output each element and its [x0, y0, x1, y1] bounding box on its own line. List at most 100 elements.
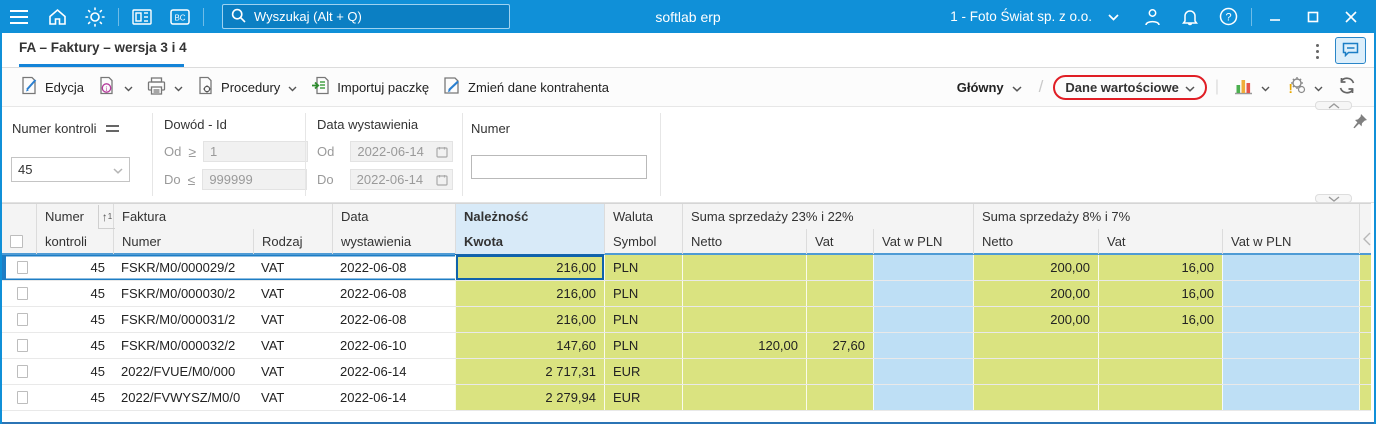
cell-date[interactable]: 2022-06-08 — [340, 312, 407, 327]
column-header-vatpln23[interactable]: Vat w PLN — [873, 229, 973, 254]
menu-icon[interactable] — [0, 0, 38, 33]
table-row[interactable]: 45 FSKR/M0/000032/2 VAT 2022-06-10 147,6… — [2, 333, 1371, 359]
cell-control[interactable]: 45 — [90, 312, 105, 327]
cell-vat8[interactable]: 16,00 — [1098, 307, 1222, 332]
column-header-date-line2[interactable]: wystawienia — [332, 229, 455, 254]
column-header-kind[interactable]: Rodzaj — [253, 229, 332, 254]
cell-vatpln23[interactable] — [873, 333, 973, 358]
table-row[interactable]: 45 2022/FVUE/M0/000 VAT 2022-06-14 2 717… — [2, 359, 1371, 385]
cell-netto23[interactable] — [682, 359, 806, 384]
cell-date[interactable]: 2022-06-14 — [340, 390, 407, 405]
cell-netto23[interactable]: 120,00 — [682, 333, 806, 358]
chat-button[interactable] — [1335, 37, 1366, 64]
column-header-symbol[interactable]: Symbol — [604, 229, 682, 254]
cell-netto8[interactable]: 200,00 — [973, 255, 1098, 280]
cell-vatpln23[interactable] — [873, 359, 973, 384]
cell-symbol[interactable]: PLN — [604, 281, 682, 306]
cell-vatpln8[interactable] — [1222, 359, 1359, 384]
column-header-netto8[interactable]: Netto — [973, 229, 1098, 254]
settings-alert-button[interactable]: ! — [1277, 71, 1330, 103]
table-row[interactable]: 45 FSKR/M0/000030/2 VAT 2022-06-08 216,0… — [2, 281, 1371, 307]
column-header-vat8[interactable]: Vat — [1098, 229, 1222, 254]
cell-kind[interactable]: VAT — [261, 338, 285, 353]
news-icon[interactable] — [123, 0, 161, 33]
search-field[interactable] — [254, 9, 484, 24]
cell-control[interactable]: 45 — [90, 286, 105, 301]
cell-vatpln8[interactable] — [1222, 333, 1359, 358]
table-row[interactable]: 45 2022/FVWYSZ/M0/0 VAT 2022-06-14 2 279… — [2, 385, 1371, 411]
cell-vat23[interactable] — [806, 385, 873, 410]
kebab-menu-icon[interactable] — [1308, 41, 1326, 61]
cell-vat8[interactable] — [1098, 333, 1222, 358]
table-row[interactable]: 45 FSKR/M0/000029/2 VAT 2022-06-08 216,0… — [2, 255, 1371, 281]
cell-netto23[interactable] — [682, 385, 806, 410]
help-icon[interactable]: ? — [1209, 0, 1247, 33]
cell-amount[interactable]: 216,00 — [455, 281, 604, 306]
cell-invoice-number[interactable]: 2022/FVWYSZ/M0/0 — [121, 390, 241, 405]
cell-netto23[interactable] — [682, 307, 806, 332]
cell-vat23[interactable] — [806, 255, 873, 280]
cell-amount[interactable]: 147,60 — [455, 333, 604, 358]
column-group-sum23[interactable]: Suma sprzedaży 23% i 22% — [682, 204, 973, 229]
cell-vat8[interactable] — [1098, 385, 1222, 410]
cell-vatpln8[interactable] — [1222, 281, 1359, 306]
cell-symbol[interactable]: EUR — [604, 359, 682, 384]
cell-invoice-number[interactable]: FSKR/M0/000030/2 — [121, 286, 236, 301]
cell-amount[interactable]: 216,00 — [455, 255, 604, 280]
cell-vatpln23[interactable] — [873, 255, 973, 280]
column-header-amount[interactable]: Kwota — [455, 229, 604, 254]
select-all-checkbox[interactable] — [10, 235, 23, 248]
row-checkbox[interactable] — [17, 287, 28, 300]
cell-netto23[interactable] — [682, 255, 806, 280]
cell-date[interactable]: 2022-06-08 — [340, 286, 407, 301]
column-header-invoice-number[interactable]: Numer — [113, 229, 253, 254]
issue-date-to-input[interactable] — [349, 169, 453, 190]
row-checkbox[interactable] — [17, 313, 28, 326]
cell-vat23[interactable] — [806, 359, 873, 384]
collapse-down-button[interactable] — [1315, 194, 1352, 203]
column-header-date[interactable]: Data — [332, 204, 455, 229]
cell-kind[interactable]: VAT — [261, 312, 285, 327]
cell-invoice-number[interactable]: FSKR/M0/000032/2 — [121, 338, 236, 353]
table-row[interactable]: 45 FSKR/M0/000031/2 VAT 2022-06-08 216,0… — [2, 307, 1371, 333]
search-input[interactable] — [222, 4, 510, 29]
control-number-select[interactable]: 45 — [11, 157, 130, 182]
document-id-to-input[interactable] — [202, 169, 308, 190]
cell-symbol[interactable]: PLN — [604, 255, 682, 280]
home-icon[interactable] — [38, 0, 76, 33]
number-filter-input[interactable] — [471, 155, 647, 179]
cell-symbol[interactable]: PLN — [604, 307, 682, 332]
procedures-button[interactable]: Procedury — [190, 71, 304, 103]
cell-vat8[interactable] — [1098, 359, 1222, 384]
bell-icon[interactable] — [1171, 0, 1209, 33]
column-header-control-line2[interactable]: kontroli — [36, 229, 113, 254]
filter-lines-icon[interactable] — [105, 121, 120, 136]
person-icon[interactable] — [1133, 0, 1171, 33]
cell-kind[interactable]: VAT — [261, 260, 285, 275]
cell-date[interactable]: 2022-06-14 — [340, 364, 407, 379]
cell-date[interactable]: 2022-06-08 — [340, 260, 407, 275]
cell-control[interactable]: 45 — [90, 260, 105, 275]
cell-vatpln8[interactable] — [1222, 385, 1359, 410]
cell-vatpln23[interactable] — [873, 281, 973, 306]
cell-date[interactable]: 2022-06-10 — [340, 338, 407, 353]
row-checkbox[interactable] — [17, 339, 28, 352]
cell-vatpln8[interactable] — [1222, 255, 1359, 280]
pin-icon[interactable] — [1352, 113, 1368, 133]
sort-ascending-icon[interactable]: ↑ 1 — [98, 205, 115, 229]
cell-vat23[interactable] — [806, 281, 873, 306]
cell-amount[interactable]: 2 279,94 — [455, 385, 604, 410]
column-header-netto23[interactable]: Netto — [682, 229, 806, 254]
cell-vatpln23[interactable] — [873, 385, 973, 410]
cell-netto23[interactable] — [682, 281, 806, 306]
company-selector[interactable]: 1 - Foto Świat sp. z o.o. — [950, 9, 1119, 24]
cell-kind[interactable]: VAT — [261, 364, 285, 379]
row-checkbox[interactable] — [17, 261, 28, 274]
column-group-currency[interactable]: Waluta — [604, 204, 682, 229]
cell-vatpln8[interactable] — [1222, 307, 1359, 332]
change-contractor-button[interactable]: Zmień dane kontrahenta — [436, 71, 616, 103]
cell-invoice-number[interactable]: FSKR/M0/000031/2 — [121, 312, 236, 327]
column-group-due[interactable]: Należność — [455, 204, 604, 229]
cell-vat8[interactable]: 16,00 — [1098, 281, 1222, 306]
cell-invoice-number[interactable]: FSKR/M0/000029/2 — [121, 260, 236, 275]
